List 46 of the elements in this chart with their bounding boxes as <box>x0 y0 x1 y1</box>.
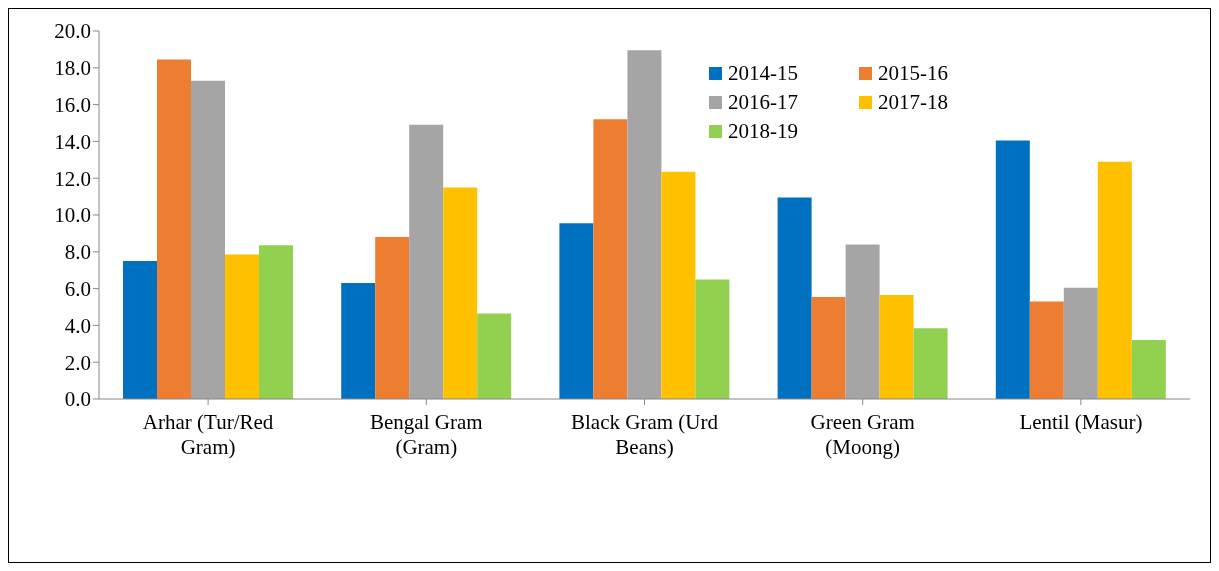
y-tick-label: 12.0 <box>54 166 91 191</box>
bar <box>443 187 478 399</box>
y-tick-label: 18.0 <box>54 56 91 81</box>
bar <box>593 119 628 399</box>
legend-label: 2015-16 <box>878 61 948 86</box>
bar <box>1029 301 1064 399</box>
y-tick-label: 8.0 <box>64 240 91 265</box>
bar <box>409 124 444 399</box>
y-tick-label: 2.0 <box>64 350 91 375</box>
bar <box>1097 161 1132 399</box>
legend-label: 2014-15 <box>728 61 798 86</box>
bar <box>913 328 948 399</box>
bar <box>845 244 880 399</box>
y-tick-label: 4.0 <box>64 313 91 338</box>
x-tick-label: Black Gram (Urd Beans) <box>571 410 719 459</box>
bar <box>123 261 157 399</box>
bar <box>777 197 812 399</box>
bar <box>627 50 662 399</box>
bar <box>879 295 914 399</box>
bar <box>477 313 512 399</box>
y-tick-label: 16.0 <box>54 93 91 118</box>
x-tick-label: Green Gram (Moong) <box>810 410 915 459</box>
bar <box>375 237 410 399</box>
bar <box>1063 287 1098 399</box>
bar <box>341 283 376 399</box>
bar <box>811 296 846 399</box>
bar <box>225 254 259 399</box>
bar <box>1131 340 1166 399</box>
legend-label: 2017-18 <box>878 90 948 115</box>
x-tick-label: Lentil (Masur) <box>1019 410 1143 434</box>
y-tick-label: 0.0 <box>64 387 91 412</box>
bar <box>661 171 696 399</box>
y-tick-label: 6.0 <box>64 277 91 302</box>
bar <box>695 279 730 399</box>
y-tick-label: 20.0 <box>54 19 91 44</box>
bar <box>259 245 293 399</box>
bar <box>157 59 191 399</box>
x-tick-label: Arhar (Tur/Red Gram) <box>142 410 274 459</box>
bar <box>995 140 1030 399</box>
y-tick-label: 14.0 <box>54 129 91 154</box>
y-tick-label: 10.0 <box>54 203 91 228</box>
legend-label: 2016-17 <box>728 90 798 115</box>
bar <box>191 80 225 399</box>
x-tick-label: Bengal Gram (Gram) <box>370 410 483 459</box>
legend-label: 2018-19 <box>728 119 798 144</box>
bar <box>559 223 594 399</box>
